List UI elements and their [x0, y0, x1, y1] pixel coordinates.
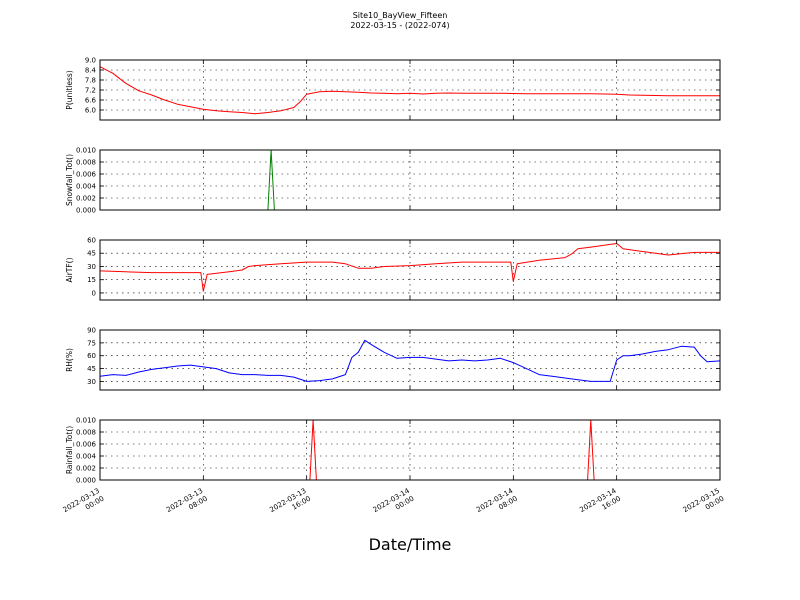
- y-tick-label: 0: [92, 289, 96, 297]
- y-tick-label: 0.008: [76, 429, 96, 437]
- y-tick-label: 0.004: [76, 183, 97, 191]
- y-axis-label: AirTF(): [65, 257, 74, 282]
- y-tick-label: 7.8: [85, 77, 96, 85]
- y-tick-label: 7.2: [85, 87, 96, 95]
- y-tick-label: 0.002: [76, 465, 96, 473]
- x-tick-label: 2022-03-1316:00: [268, 487, 312, 522]
- y-tick-label: 9.0: [85, 57, 96, 65]
- y-tick-label: 0.004: [76, 453, 97, 461]
- series-line: [99, 339, 721, 382]
- y-tick-label: 6.6: [85, 97, 97, 105]
- y-axis-label: Rainfall_Tot(): [65, 426, 74, 474]
- y-tick-label: 0.010: [76, 147, 96, 155]
- y-tick-label: 45: [87, 365, 96, 373]
- y-tick-label: 30: [87, 263, 96, 271]
- x-tick-label: 2022-03-1408:00: [475, 487, 519, 522]
- x-tick-label: 2022-03-1400:00: [372, 487, 416, 522]
- y-axis-label: RH(%): [65, 348, 74, 372]
- y-tick-label: 0.006: [76, 171, 97, 179]
- x-tick-label: 2022-03-1308:00: [165, 487, 209, 522]
- y-tick-label: 90: [87, 327, 96, 335]
- panel-1: 6.0 6.6 7.2 7.8 8.4 9.0 P(unitless): [65, 57, 721, 121]
- panels: 6.06.67.27.88.49.0P(unitless)0.0000.0020…: [65, 57, 721, 485]
- chart-subtitle: 2022-03-15 - (2022-074): [350, 21, 449, 30]
- x-tick-label: 2022-03-1300:00: [62, 487, 106, 522]
- y-tick-label: 6.0: [85, 107, 96, 115]
- x-tick-label: 2022-03-1416:00: [578, 487, 622, 522]
- panel-2: 0.000 0.002 0.004 0.006 0.008 0.010Snowfall_T…: [65, 147, 721, 215]
- y-axis-label: P(unitless): [65, 70, 74, 109]
- chart-title: Site10_BayView_Fifteen: [353, 11, 448, 20]
- x-axis: 2022-03-1300:00 2022-03-1308:00 2022-03-13…: [62, 487, 726, 522]
- panel-4: 30 45 60 75 90 RH(%): [65, 327, 721, 391]
- y-tick-label: 60: [87, 237, 96, 245]
- y-tick-label: 0.000: [76, 477, 96, 485]
- y-tick-label: 30: [87, 378, 96, 386]
- y-tick-label: 0.000: [76, 207, 96, 215]
- y-tick-label: 60: [87, 352, 96, 360]
- y-tick-label: 15: [87, 276, 96, 284]
- series-line: [99, 243, 720, 292]
- y-tick-label: 0.002: [76, 195, 96, 203]
- y-tick-label: 0.006: [76, 441, 97, 449]
- x-axis-label: Date/Time: [369, 535, 452, 554]
- y-axis-label: Snowfall_Tot(): [65, 154, 74, 206]
- series-line: [99, 66, 720, 115]
- y-tick-label: 75: [87, 339, 96, 347]
- y-tick-label: 45: [87, 250, 96, 258]
- y-tick-label: 8.4: [85, 67, 97, 75]
- panel-5: 0.000 0.002 0.004 0.006 0.008 0.010Rainfall_T…: [65, 417, 721, 485]
- y-tick-label: 0.010: [76, 417, 96, 425]
- y-tick-label: 0.008: [76, 159, 96, 167]
- x-tick-label: 2022-03-1500:00: [682, 487, 726, 522]
- panel-3: 0 15 30 45 60 AirTF(): [65, 237, 721, 301]
